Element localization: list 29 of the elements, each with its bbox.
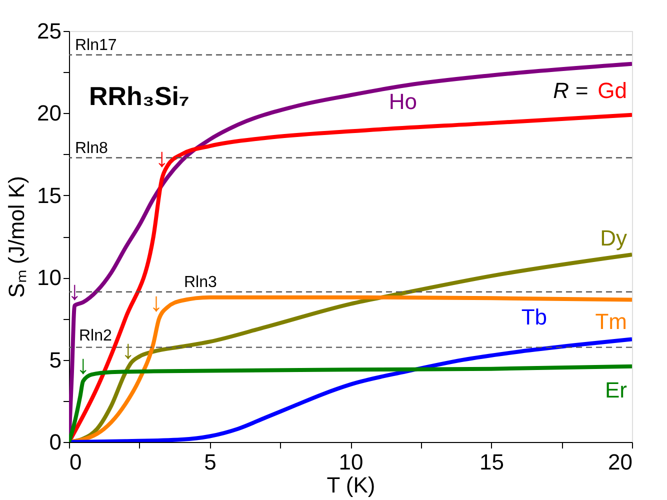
annotation: ↓ xyxy=(68,276,82,306)
series-label: Er xyxy=(605,377,627,402)
ref-line-label: Rln2 xyxy=(79,327,112,344)
series-label: Ho xyxy=(388,88,417,114)
annotation: ↓ xyxy=(76,350,90,380)
x-tick-label: 20 xyxy=(608,450,632,474)
series-label: Gd xyxy=(598,78,627,103)
annotation: ↓ xyxy=(155,142,168,172)
y-tick-label: 5 xyxy=(49,347,62,372)
x-tick-label: 0 xyxy=(70,450,82,474)
text: RRh₃Si₇ xyxy=(89,81,190,111)
x-tick-label: 15 xyxy=(480,450,504,474)
x-tick-label: 10 xyxy=(338,450,364,474)
ref-line-label: Rln17 xyxy=(75,36,117,54)
y-axis-title: Sₘ (J/mol K) xyxy=(4,176,30,298)
ref-line-label: Rln3 xyxy=(184,274,218,291)
x-axis-title: T (K) xyxy=(326,472,376,498)
y-tick-label: 15 xyxy=(37,182,62,208)
x-tick-label: 5 xyxy=(204,450,216,474)
series-label: Tb xyxy=(521,304,547,330)
series-label: Tm xyxy=(595,308,627,334)
series-label: Dy xyxy=(600,226,627,251)
y-tick-label: 0 xyxy=(49,430,62,454)
y-tick-label: 20 xyxy=(37,100,62,126)
y-tick-label: 10 xyxy=(37,265,62,290)
annotation: ↓ xyxy=(150,287,163,318)
annotation: R = xyxy=(553,78,588,103)
y-tick-label: 25 xyxy=(37,18,62,44)
ref-line-label: Rln8 xyxy=(75,140,108,157)
